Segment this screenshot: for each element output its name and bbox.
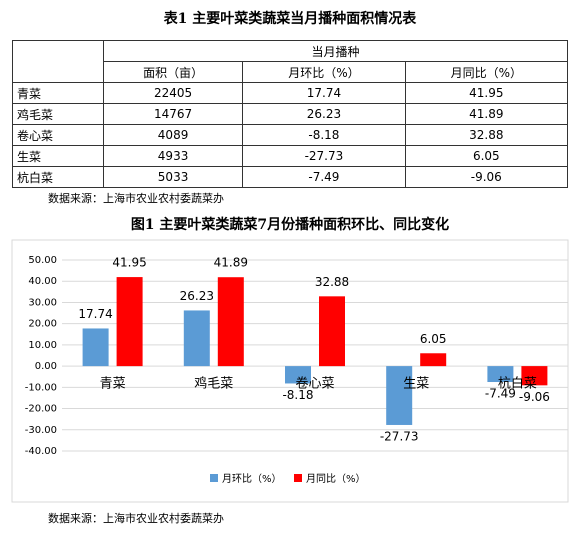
- y-tick-label: 20.00: [28, 319, 57, 330]
- row-name: 杭白菜: [12, 166, 104, 188]
- column-header: 月环比（%）: [242, 61, 406, 83]
- bar: [420, 353, 447, 367]
- y-tick-label: -10.00: [25, 382, 57, 393]
- bar: [319, 296, 345, 367]
- table-row: 生菜 4933 -27.73 6.05: [12, 145, 569, 167]
- category-label: 卷心菜: [295, 376, 334, 392]
- bar: [116, 277, 143, 367]
- y-tick-label: 40.00: [28, 276, 57, 287]
- category-label: 鸡毛菜: [194, 376, 233, 392]
- data-label: -7.49: [485, 387, 516, 401]
- cell: 32.88: [404, 124, 569, 146]
- y-tick-label: -20.00: [25, 404, 57, 415]
- bar: [487, 366, 514, 383]
- bar: [82, 328, 109, 367]
- cell: 5033: [102, 166, 244, 188]
- row-name: 卷心菜: [12, 124, 104, 146]
- cell: 26.23: [242, 103, 406, 125]
- row-name: 鸡毛菜: [12, 103, 104, 125]
- chart-title: 图1 主要叶菜类蔬菜7月份播种面积环比、同比变化: [130, 217, 450, 233]
- table-row: 卷心菜 4089 -8.18 32.88: [12, 124, 569, 146]
- cell: 22405: [102, 82, 244, 104]
- y-tick-label: -40.00: [25, 446, 57, 457]
- data-label: 17.74: [78, 307, 112, 321]
- cell: 14767: [102, 103, 244, 125]
- cell: 41.89: [404, 103, 569, 125]
- column-header: 面积（亩）: [102, 61, 244, 83]
- y-tick-label: 50.00: [28, 255, 57, 266]
- data-label: -27.73: [380, 429, 419, 443]
- cell: 41.95: [404, 82, 569, 104]
- group-header: 当月播种: [102, 40, 569, 62]
- table-row: 杭白菜 5033 -7.49 -9.06: [12, 166, 569, 188]
- cell: 17.74: [242, 82, 406, 104]
- legend-swatch: [294, 474, 302, 482]
- y-tick-label: 30.00: [28, 297, 57, 308]
- data-label: 6.05: [420, 332, 447, 346]
- data-label: 26.23: [180, 289, 214, 303]
- legend-label: 月环比（%）: [222, 473, 282, 485]
- data-table: 当月播种 面积（亩） 月环比（%） 月同比（%） 青菜 22405 17.74 41.95…: [12, 40, 569, 188]
- data-label: -8.18: [282, 388, 313, 402]
- legend-label: 月同比（%）: [306, 473, 366, 485]
- cell: -9.06: [404, 166, 569, 188]
- table-source: 数据来源：上海市农业农村委蔬菜办: [48, 192, 224, 205]
- header-row: 当月播种: [12, 40, 569, 83]
- chart-frame: [11, 239, 569, 503]
- data-label: 41.89: [214, 256, 248, 270]
- chart-source: 数据来源：上海市农业农村委蔬菜办: [48, 512, 224, 525]
- legend-swatch: [210, 474, 218, 482]
- column-header: 月同比（%）: [404, 61, 569, 83]
- y-tick-label: -30.00: [25, 425, 57, 436]
- data-label: -9.06: [519, 390, 550, 404]
- bar: [386, 366, 413, 425]
- cell: -7.49: [242, 166, 406, 188]
- bar: [521, 366, 548, 386]
- table-row: 青菜 22405 17.74 41.95: [12, 82, 569, 104]
- category-label: 杭白菜: [498, 376, 537, 392]
- bar: [285, 366, 311, 384]
- row-name: 生菜: [12, 145, 104, 167]
- bar: [217, 277, 244, 367]
- data-label: 32.88: [315, 275, 349, 289]
- y-tick-label: 10.00: [28, 340, 57, 351]
- category-label: 生菜: [403, 377, 429, 392]
- bar: [183, 310, 210, 367]
- table-row: 鸡毛菜 14767 26.23 41.89: [12, 103, 569, 125]
- y-tick-label: 0.00: [35, 361, 57, 372]
- category-label: 青菜: [100, 377, 126, 392]
- cell: 4933: [102, 145, 244, 167]
- cell: -27.73: [242, 145, 406, 167]
- table-title: 表1 主要叶菜类蔬菜当月播种面积情况表: [163, 11, 417, 27]
- cell: -8.18: [242, 124, 406, 146]
- data-label: 41.95: [112, 256, 146, 270]
- corner: [12, 40, 104, 83]
- cell: 6.05: [404, 145, 569, 167]
- row-name: 青菜: [12, 82, 104, 104]
- cell: 4089: [102, 124, 244, 146]
